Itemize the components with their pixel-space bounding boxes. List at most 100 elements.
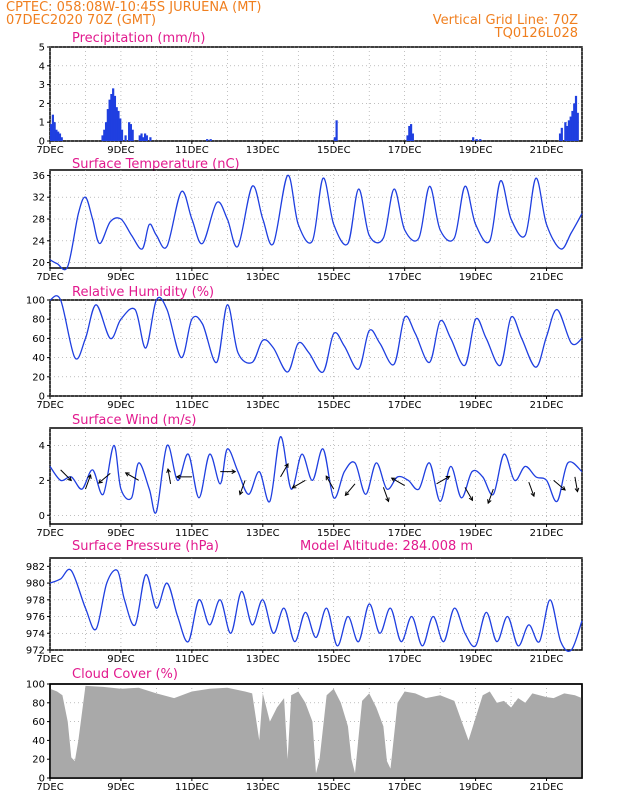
precip-xtick-label: 21DEC bbox=[530, 145, 564, 156]
wind-arrowhead bbox=[390, 477, 396, 482]
wind-arrowhead bbox=[231, 469, 237, 474]
cloud-xtick-label: 11DEC bbox=[175, 782, 209, 793]
precip-bar bbox=[51, 114, 54, 141]
precip-bar bbox=[103, 129, 106, 141]
cloud-ytick-label: 80 bbox=[32, 698, 45, 709]
precip-bar bbox=[58, 133, 62, 141]
precip-title: Precipitation (mm/h) bbox=[72, 31, 205, 46]
cloud-ytick-label: 60 bbox=[32, 717, 45, 728]
pres-ytick-label: 976 bbox=[26, 612, 45, 623]
wind-arrow bbox=[464, 487, 473, 501]
wind-xtick-label: 13DEC bbox=[246, 528, 280, 539]
precip-frame bbox=[49, 46, 583, 142]
cloud-frame-top bbox=[49, 683, 583, 779]
temp-xtick-label: 7DEC bbox=[36, 272, 63, 283]
wind-arrowhead bbox=[574, 487, 580, 493]
wind-arrowhead bbox=[175, 474, 181, 480]
precip-xtick-label: 7DEC bbox=[36, 145, 63, 156]
rh-xtick-label: 17DEC bbox=[388, 400, 422, 411]
model-altitude: Model Altitude: 284.008 m bbox=[300, 539, 473, 554]
wind-arrowhead bbox=[385, 497, 390, 503]
wind-arrowhead bbox=[325, 475, 330, 481]
precip-bar bbox=[101, 135, 104, 141]
pres-xtick-label: 17DEC bbox=[388, 654, 422, 665]
wind-arrowhead bbox=[166, 468, 171, 474]
temp-ytick-label: 28 bbox=[32, 215, 45, 226]
temp-xtick-label: 15DEC bbox=[317, 272, 351, 283]
pres-ytick-label: 980 bbox=[26, 579, 45, 590]
precip-xtick-label: 9DEC bbox=[107, 145, 134, 156]
precip-bar bbox=[576, 112, 579, 141]
wind-xtick-label: 19DEC bbox=[459, 528, 493, 539]
wind-arrow bbox=[98, 472, 111, 484]
rh-xtick-label: 11DEC bbox=[175, 400, 209, 411]
cloud-ytick-label: 20 bbox=[32, 755, 45, 766]
wind-frame bbox=[49, 427, 583, 525]
wind-title: Surface Wind (m/s) bbox=[72, 413, 196, 428]
wind-arrowhead bbox=[98, 479, 103, 484]
cloud-area bbox=[50, 685, 582, 778]
rh-xtick-label: 21DEC bbox=[530, 400, 564, 411]
precip-bar bbox=[106, 109, 109, 141]
wind-arrowhead bbox=[530, 492, 536, 498]
precip-xtick-label: 15DEC bbox=[317, 145, 351, 156]
precip-bar bbox=[50, 124, 53, 141]
wind-arrow bbox=[344, 483, 356, 496]
pres-series-line bbox=[49, 568, 583, 652]
wind-arrow bbox=[84, 474, 92, 490]
wind-arrow bbox=[436, 475, 450, 485]
rh-series-line bbox=[49, 295, 583, 373]
precip-bar bbox=[571, 110, 574, 141]
precip-xtick-label: 19DEC bbox=[459, 145, 493, 156]
temp-xtick-label: 17DEC bbox=[388, 272, 422, 283]
cloud-xtick-label: 13DEC bbox=[246, 782, 280, 793]
precip-bar bbox=[408, 125, 411, 141]
precip-bar bbox=[472, 137, 475, 141]
rh-xtick-label: 15DEC bbox=[317, 400, 351, 411]
cloud-xtick-label: 15DEC bbox=[317, 782, 351, 793]
precip-bar bbox=[209, 139, 212, 141]
precip-bar bbox=[574, 95, 578, 141]
temp-xtick-label: 13DEC bbox=[246, 272, 280, 283]
pres-xtick-label: 15DEC bbox=[317, 654, 351, 665]
temp-ytick-label: 24 bbox=[32, 236, 45, 247]
rh-xtick-label: 7DEC bbox=[36, 400, 63, 411]
wind-xtick-label: 7DEC bbox=[36, 528, 63, 539]
precip-ytick-label: 1 bbox=[39, 118, 45, 129]
wind-arrowhead bbox=[124, 472, 130, 477]
precip-bar bbox=[333, 137, 336, 141]
precip-bar bbox=[142, 137, 145, 141]
precip-bar bbox=[104, 122, 108, 141]
header-date: 07DEC2020 70Z (GMT) bbox=[6, 13, 157, 28]
rh-ytick-label: 0 bbox=[39, 392, 45, 403]
wind-ytick-label: 0 bbox=[39, 511, 45, 522]
wind-xtick-label: 11DEC bbox=[175, 528, 209, 539]
cloud-ytick-label: 0 bbox=[39, 774, 45, 785]
precip-bar bbox=[60, 137, 63, 141]
temp-xtick-label: 11DEC bbox=[175, 272, 209, 283]
precip-bar bbox=[145, 135, 148, 141]
cloud-xtick-label: 17DEC bbox=[388, 782, 422, 793]
wind-arrow bbox=[528, 481, 535, 497]
precip-bar bbox=[108, 99, 111, 141]
rh-ytick-label: 20 bbox=[32, 372, 45, 383]
precip-bar bbox=[206, 139, 209, 141]
precip-bar bbox=[558, 133, 562, 141]
precip-bar bbox=[138, 135, 141, 141]
pres-ytick-label: 978 bbox=[26, 595, 45, 606]
wind-arrow bbox=[391, 477, 405, 487]
precip-ytick-label: 2 bbox=[39, 99, 45, 110]
rh-frame bbox=[49, 299, 583, 397]
precip-bar bbox=[475, 139, 478, 141]
precip-xtick-label: 11DEC bbox=[175, 145, 209, 156]
precip-bar bbox=[128, 122, 131, 141]
wind-series-line bbox=[49, 436, 583, 514]
precip-bar bbox=[53, 122, 56, 141]
wind-arrowhead bbox=[344, 491, 350, 497]
rh-title: Relative Humidity (%) bbox=[72, 285, 214, 300]
precip-bar bbox=[110, 94, 113, 141]
wind-arrowhead bbox=[445, 475, 451, 481]
rh-xtick-label: 9DEC bbox=[107, 400, 134, 411]
wind-arrowhead bbox=[284, 462, 289, 468]
precip-bar bbox=[479, 139, 482, 141]
